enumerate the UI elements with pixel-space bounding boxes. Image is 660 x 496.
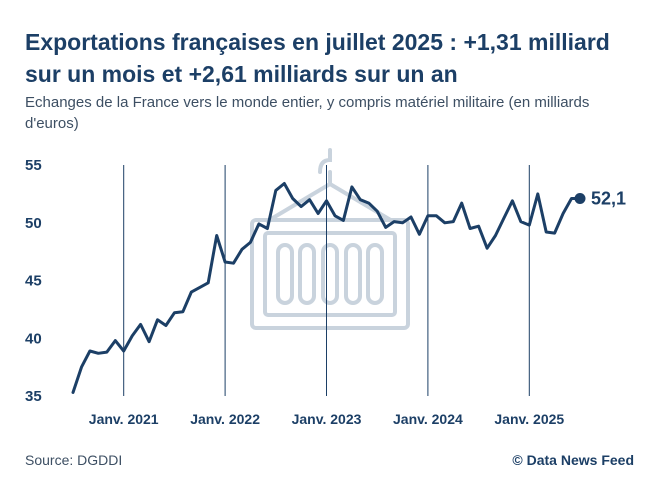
container-rib	[321, 243, 339, 305]
container-frame	[263, 231, 397, 317]
sling-right	[328, 182, 396, 224]
chart-title: Exportations françaises en juillet 2025 …	[25, 29, 610, 87]
y-tick-label: 45	[25, 273, 42, 290]
last-point-marker	[574, 192, 586, 204]
container-rib	[298, 243, 316, 305]
shipping-container-icon	[250, 148, 410, 330]
container-body	[250, 218, 410, 330]
crane-hook	[318, 148, 332, 186]
x-tick-label: Janv. 2021	[89, 411, 159, 427]
container-rib	[366, 243, 384, 305]
source-note: Source: DGDDI	[25, 452, 123, 468]
chart-subtitle: Echanges de la France vers le monde enti…	[25, 94, 590, 132]
y-tick-label: 50	[25, 215, 42, 232]
x-tick-label: Janv. 2025	[494, 411, 564, 427]
y-axis: 35 40 45 50 55	[25, 157, 42, 405]
last-value-label: 52,1	[591, 188, 626, 208]
y-tick-label: 40	[25, 330, 42, 347]
container-rib	[344, 243, 362, 305]
series-line	[71, 182, 582, 394]
y-tick-label: 35	[25, 388, 42, 405]
credit-note: © Data News Feed	[512, 452, 634, 468]
plot-area: 52,1	[71, 182, 626, 394]
y-tick-label: 55	[25, 157, 42, 174]
x-tick-label: Janv. 2024	[393, 411, 463, 427]
x-tick-label: Janv. 2022	[190, 411, 260, 427]
x-tick-label: Janv. 2023	[292, 411, 362, 427]
container-rib	[276, 243, 294, 305]
x-axis: Janv. 2021 Janv. 2022 Janv. 2023 Janv. 2024…	[89, 411, 565, 427]
